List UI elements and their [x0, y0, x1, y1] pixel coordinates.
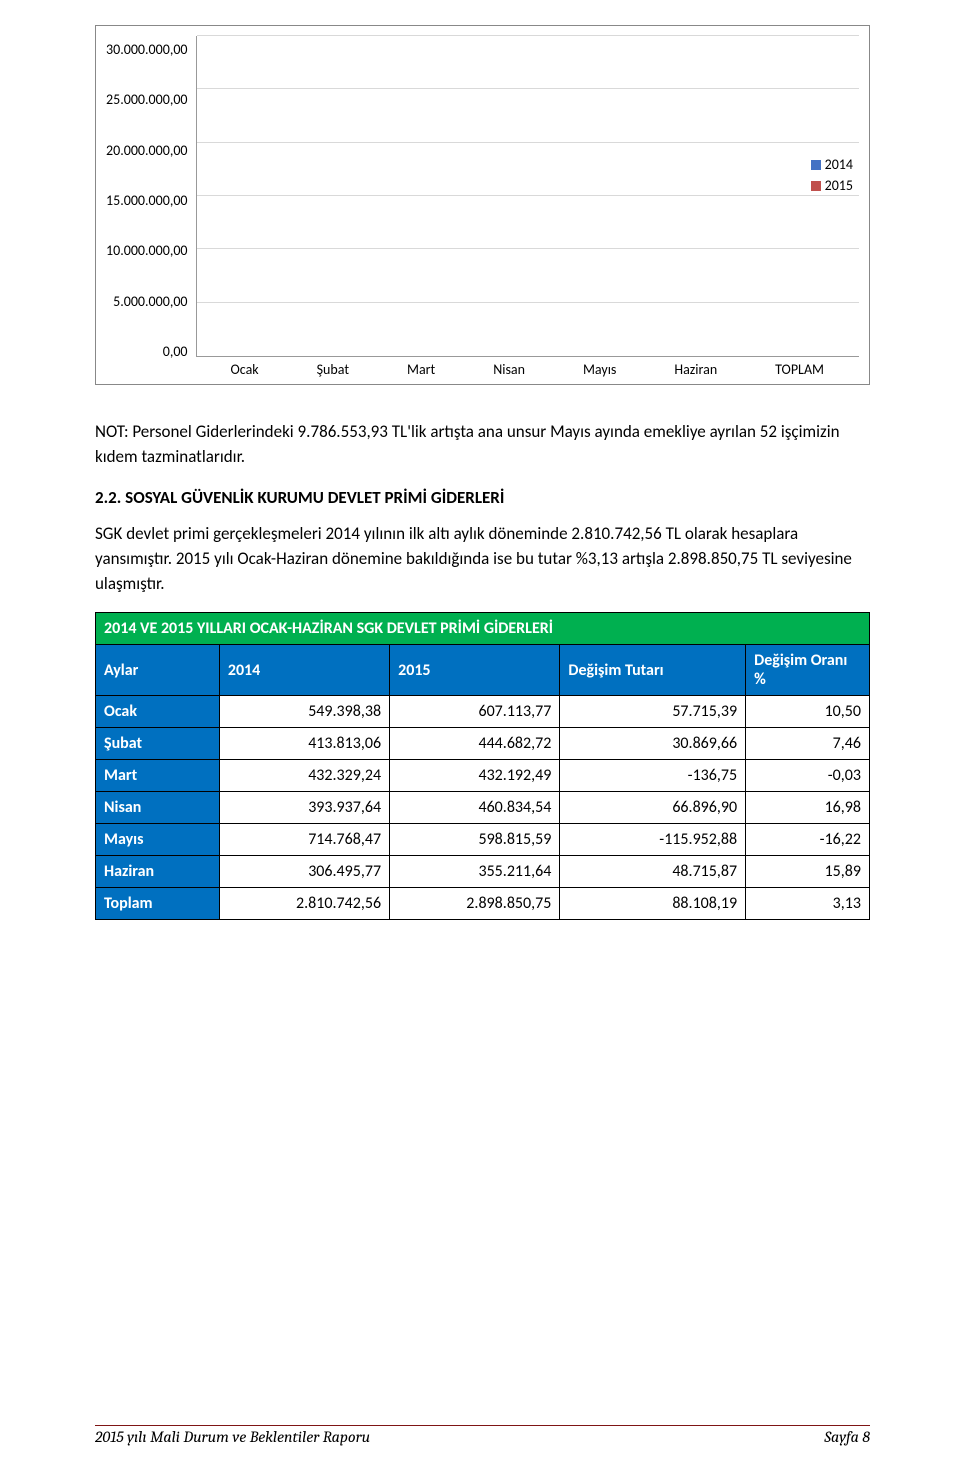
x-axis: Ocak Şubat Mart Nisan Mayıs Haziran TOPLAM [196, 357, 859, 378]
table-row: Nisan393.937,64460.834,5466.896,9016,98 [96, 792, 870, 824]
y-tick-label: 30.000.000,00 [106, 43, 188, 57]
y-tick-label: 5.000.000,00 [113, 295, 187, 309]
row-label: Haziran [96, 856, 220, 888]
table-cell: -0,03 [746, 760, 870, 792]
note-paragraph: NOT: Personel Giderlerindeki 9.786.553,9… [95, 420, 870, 469]
table-cell: 3,13 [746, 888, 870, 920]
table-cell: -115.952,88 [560, 824, 746, 856]
table-cell: 7,46 [746, 728, 870, 760]
table-cell: 444.682,72 [390, 728, 560, 760]
table-cell: 57.715,39 [560, 696, 746, 728]
table-cell: 393.937,64 [219, 792, 389, 824]
table-cell: 66.896,90 [560, 792, 746, 824]
table-column-header: 2015 [390, 645, 560, 696]
x-tick-label: TOPLAM [775, 361, 824, 378]
row-label: Toplam [96, 888, 220, 920]
table-cell: 355.211,64 [390, 856, 560, 888]
body-paragraph: SGK devlet primi gerçekleşmeleri 2014 yı… [95, 522, 870, 596]
x-tick-label: Ocak [231, 361, 259, 378]
table-cell: 460.834,54 [390, 792, 560, 824]
table-column-header: Değişim Oranı % [746, 645, 870, 696]
chart-plot-area [196, 36, 859, 357]
y-tick-label: 25.000.000,00 [106, 93, 188, 107]
x-tick-label: Haziran [674, 361, 717, 378]
table-cell: 432.329,24 [219, 760, 389, 792]
table-row: Şubat413.813,06444.682,7230.869,667,46 [96, 728, 870, 760]
row-label: Mart [96, 760, 220, 792]
y-tick-label: 20.000.000,00 [106, 144, 188, 158]
sgk-table: 2014 VE 2015 YILLARI OCAK-HAZİRAN SGK DE… [95, 612, 870, 920]
table-cell: 714.768,47 [219, 824, 389, 856]
page-footer: 2015 yılı Mali Durum ve Beklentiler Rapo… [95, 1425, 870, 1446]
table-cell: 306.495,77 [219, 856, 389, 888]
table-header-row: Aylar20142015Değişim TutarıDeğişim Oranı… [96, 645, 870, 696]
row-label: Mayıs [96, 824, 220, 856]
table-cell: 598.815,59 [390, 824, 560, 856]
table-cell: 549.398,38 [219, 696, 389, 728]
table-row: Toplam2.810.742,562.898.850,7588.108,193… [96, 888, 870, 920]
section-heading: 2.2. SOSYAL GÜVENLİK KURUMU DEVLET PRİMİ… [95, 487, 870, 508]
table-row: Ocak549.398,38607.113,7757.715,3910,50 [96, 696, 870, 728]
table-cell: 10,50 [746, 696, 870, 728]
y-tick-label: 10.000.000,00 [106, 244, 188, 258]
footer-rule [95, 1425, 870, 1426]
y-tick-label: 15.000.000,00 [106, 194, 188, 208]
table-column-header: Değişim Tutarı [560, 645, 746, 696]
table-cell: 607.113,77 [390, 696, 560, 728]
table-column-header: 2014 [219, 645, 389, 696]
table-cell: 15,89 [746, 856, 870, 888]
row-label: Nisan [96, 792, 220, 824]
row-label: Ocak [96, 696, 220, 728]
table-title: 2014 VE 2015 YILLARI OCAK-HAZİRAN SGK DE… [96, 613, 870, 645]
footer-left: 2015 yılı Mali Durum ve Beklentiler Rapo… [95, 1428, 370, 1446]
table-row: Haziran306.495,77355.211,6448.715,8715,8… [96, 856, 870, 888]
x-tick-label: Mayıs [583, 361, 616, 378]
x-tick-label: Şubat [317, 361, 349, 378]
y-axis: 30.000.000,00 25.000.000,00 20.000.000,00 1… [106, 36, 196, 352]
table-column-header: Aylar [96, 645, 220, 696]
table-cell: 30.869,66 [560, 728, 746, 760]
chart-container: 30.000.000,00 25.000.000,00 20.000.000,00 1… [95, 25, 870, 385]
table-cell: 2.810.742,56 [219, 888, 389, 920]
table-cell: 16,98 [746, 792, 870, 824]
table-cell: 432.192,49 [390, 760, 560, 792]
table-cell: 48.715,87 [560, 856, 746, 888]
table-row: Mart432.329,24432.192,49-136,75-0,03 [96, 760, 870, 792]
x-tick-label: Mart [407, 361, 435, 378]
footer-right: Sayfa 8 [824, 1428, 870, 1446]
table-title-row: 2014 VE 2015 YILLARI OCAK-HAZİRAN SGK DE… [96, 613, 870, 645]
table-cell: 413.813,06 [219, 728, 389, 760]
table-cell: -136,75 [560, 760, 746, 792]
table-cell: 2.898.850,75 [390, 888, 560, 920]
y-tick-label: 0,00 [163, 345, 188, 359]
table-row: Mayıs714.768,47598.815,59-115.952,88-16,… [96, 824, 870, 856]
row-label: Şubat [96, 728, 220, 760]
x-tick-label: Nisan [493, 361, 525, 378]
table-cell: 88.108,19 [560, 888, 746, 920]
table-cell: -16,22 [746, 824, 870, 856]
